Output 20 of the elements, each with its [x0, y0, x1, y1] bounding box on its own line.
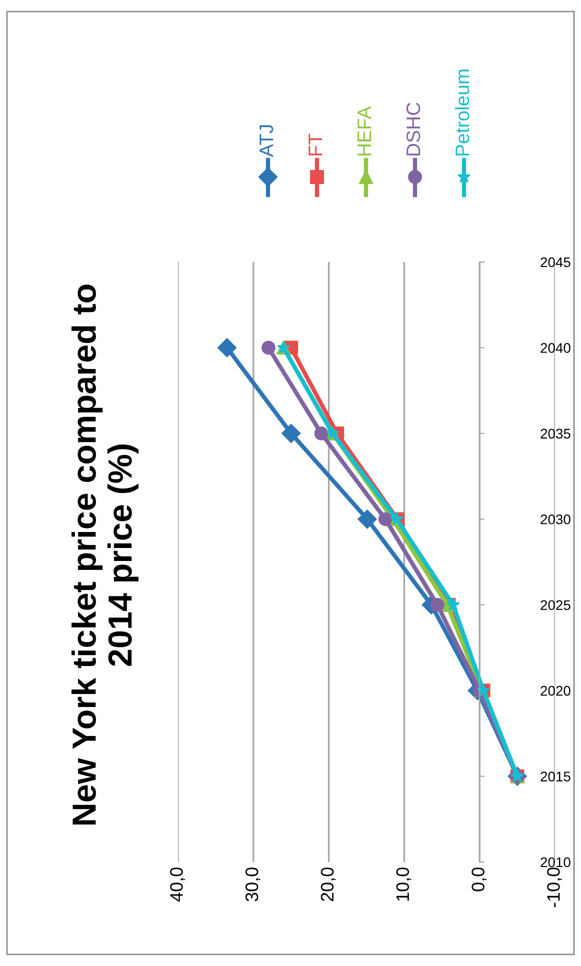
y-tick-label: 2030: [540, 514, 570, 524]
x-tick-label: 0,0: [472, 868, 487, 892]
y-tick-label: 2010: [540, 857, 570, 868]
y-tick-label: 2015: [540, 772, 570, 782]
x-tick-label: -10,0: [547, 868, 562, 908]
x-tick-label: 40,0: [170, 868, 185, 902]
x-tick-label: 10,0: [396, 868, 412, 901]
y-tick-label: 2045: [540, 257, 570, 268]
x-tick-label: 30,0: [245, 868, 260, 902]
text: New York ticket price compared to 2014 price (%): [72, 284, 138, 824]
text: HEFA: [358, 106, 372, 156]
x-tick-label: 20,0: [320, 868, 336, 902]
text: Petroleum: [454, 70, 470, 156]
text: FT: [308, 134, 322, 156]
text: DSHC: [406, 102, 420, 156]
text: ATJ: [260, 125, 274, 157]
y-tick-label: 2035: [540, 428, 570, 439]
y-tick-label: 2025: [540, 600, 570, 610]
y-tick-label: 2020: [540, 686, 570, 696]
y-tick-label: 2040: [540, 343, 570, 353]
